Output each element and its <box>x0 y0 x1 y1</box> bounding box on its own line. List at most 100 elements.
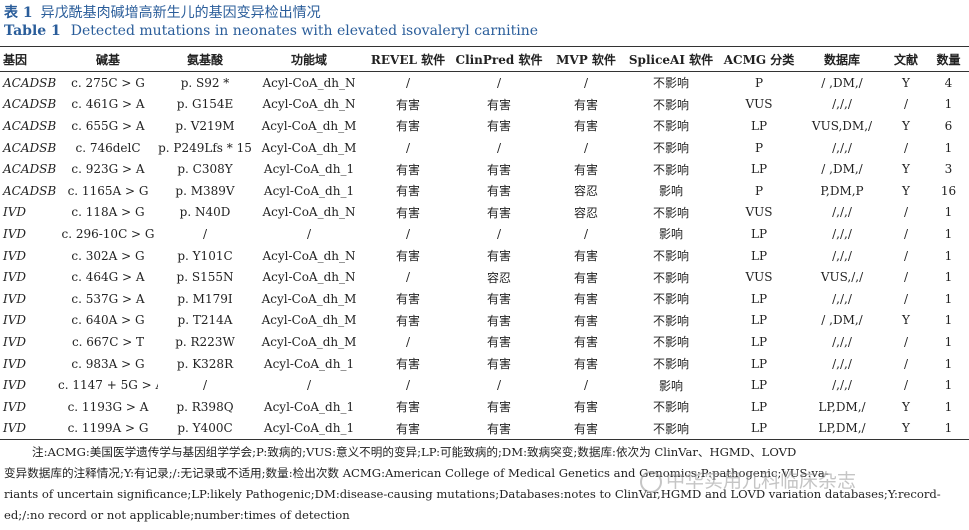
cell-domain: Acyl-CoA_dh_N <box>262 270 356 285</box>
cell-database: /,/,/ <box>832 97 852 112</box>
cell-count: 1 <box>944 334 953 349</box>
table-row: IVD c. 1147 + 5G > A / / / / / 影响 LP /,/,/ / 1 <box>0 374 969 396</box>
cell-gene: ACADSB <box>3 118 57 133</box>
cell-base: c. 464G > A <box>71 270 145 285</box>
cell-mvp: 容忍 <box>573 205 598 220</box>
table-caption-cn: 表 1 异戊酰基肉碱增高新生儿的基因变异检出情况 <box>4 2 321 22</box>
cell-count: 1 <box>944 399 953 414</box>
cell-gene: ACADSB <box>3 97 57 112</box>
table-row: IVD c. 464G > A p. S155N Acyl-CoA_dh_N / 容忍 有害… <box>0 266 969 288</box>
cell-spliceai: 不影响 <box>652 335 689 350</box>
table-row: ACADSB c. 1165A > G p. M389V Acyl-CoA_dh_1 有… <box>0 180 969 202</box>
wechat-icon <box>640 470 662 493</box>
cell-count: 1 <box>944 378 953 393</box>
cell-literature: / <box>903 334 909 349</box>
cell-acmg: VUS <box>745 97 773 112</box>
cell-count: 4 <box>944 75 953 90</box>
cell-amino-acid: / <box>202 378 208 393</box>
cell-acmg: LP <box>750 313 768 328</box>
cell-clinpred: 有害 <box>486 119 511 134</box>
cell-literature: / <box>903 97 909 112</box>
cell-revel: 有害 <box>395 249 420 264</box>
table-footnote: 注:ACMG:美国医学遗传学与基因组学学会;P:致病的;VUS:意义不明的变异;… <box>4 442 966 526</box>
cell-base: c. 275C > G <box>71 75 145 90</box>
cell-literature: Y <box>902 118 910 133</box>
cell-revel: 有害 <box>395 184 420 199</box>
cell-gene: IVD <box>3 334 27 349</box>
header-amino-acid: 氨基酸 <box>158 46 252 72</box>
cell-spliceai: 不影响 <box>652 97 689 112</box>
cell-mvp: / <box>583 75 589 90</box>
mutations-table: 基因 碱基 氨基酸 功能域 REVEL 软件 ClinPred 软件 MVP 软… <box>0 46 969 441</box>
cell-amino-acid: p. G154E <box>176 97 234 112</box>
cell-base: c. 1199A > G <box>58 417 158 441</box>
cell-gene: IVD <box>3 313 27 328</box>
cell-base: c. 983A > G <box>71 356 145 371</box>
cell-database: /,/,/ <box>832 140 852 155</box>
cell-revel: / <box>405 270 411 285</box>
table-caption-en: Table 1 Detected mutations in neonates wi… <box>4 23 538 39</box>
table-row: IVD c. 296-10C > G / / / / / 影响 LP /,/,/ / 1 <box>0 223 969 245</box>
cell-gene: IVD <box>3 226 27 241</box>
cell-acmg: P <box>754 183 764 198</box>
header-domain: 功能域 <box>252 46 366 72</box>
cell-spliceai: 不影响 <box>652 205 689 220</box>
cell-spliceai: 不影响 <box>652 76 689 91</box>
cell-gene: IVD <box>3 270 27 285</box>
cell-clinpred: 有害 <box>486 184 511 199</box>
header-gene: 基因 <box>0 46 58 72</box>
cell-gene: IVD <box>3 291 27 306</box>
cell-revel: / <box>405 334 411 349</box>
cell-mvp: 有害 <box>573 97 598 112</box>
cell-literature: / <box>903 140 909 155</box>
cell-amino-acid: p. Y400C <box>158 417 252 441</box>
cell-clinpred: 有害 <box>486 292 511 307</box>
cell-revel: / <box>405 226 411 241</box>
cell-acmg: VUS <box>745 205 773 220</box>
table-row: ACADSB c. 275C > G p. S92 * Acyl-CoA_dh_N / /… <box>0 72 969 94</box>
cell-spliceai: 不影响 <box>652 313 689 328</box>
cell-gene: IVD <box>3 248 27 263</box>
cell-acmg: P <box>754 140 764 155</box>
cell-domain: Acyl-CoA_dh_N <box>262 75 356 90</box>
cell-database: VUS,DM,/ <box>811 118 873 133</box>
cell-gene: ACADSB <box>3 183 57 198</box>
table-title-cn: 异戊酰基肉碱增高新生儿的基因变异检出情况 <box>40 5 321 21</box>
cell-spliceai: 影响 <box>658 184 683 199</box>
table-row: ACADSB c. 923G > A p. C308Y Acyl-CoA_dh_1 有害… <box>0 158 969 180</box>
cell-count: 1 <box>944 205 953 220</box>
table-row: IVD c. 667C > T p. R223W Acyl-CoA_dh_M / 有害 有害… <box>0 331 969 353</box>
cell-spliceai: 不影响 <box>652 162 689 177</box>
cell-literature: Y <box>902 183 910 198</box>
cell-clinpred: 有害 <box>450 417 548 441</box>
cell-domain: Acyl-CoA_dh_1 <box>252 417 366 441</box>
header-revel: REVEL 软件 <box>366 46 450 72</box>
cell-base: c. 1147 + 5G > A <box>58 378 158 393</box>
cell-revel: 有害 <box>395 97 420 112</box>
cell-acmg: LP <box>750 226 768 241</box>
cell-count: 1 <box>944 291 953 306</box>
cell-spliceai: 不影响 <box>652 119 689 134</box>
cell-mvp: 有害 <box>573 335 598 350</box>
cell-domain: Acyl-CoA_dh_N <box>262 248 356 263</box>
cell-acmg: VUS <box>745 270 773 285</box>
cell-literature: Y <box>902 313 910 328</box>
cell-spliceai: 不影响 <box>652 141 689 156</box>
cell-database: /,/,/ <box>832 205 852 220</box>
cell-database: VUS,/,/ <box>820 270 864 285</box>
cell-count: 1 <box>944 226 953 241</box>
cell-spliceai: 影响 <box>658 227 683 242</box>
cell-acmg: LP <box>750 399 768 414</box>
cell-mvp: 有害 <box>573 162 598 177</box>
table-row: ACADSB c. 655G > A p. V219M Acyl-CoA_dh_M 有害… <box>0 115 969 137</box>
cell-count: 1 <box>944 313 953 328</box>
header-acmg: ACMG 分类 <box>718 46 800 72</box>
cell-spliceai: 不影响 <box>652 249 689 264</box>
cell-database: /,/,/ <box>832 356 852 371</box>
cell-literature: / <box>903 291 909 306</box>
cell-domain: Acyl-CoA_dh_M <box>261 118 357 133</box>
cell-domain: Acyl-CoA_dh_N <box>262 97 356 112</box>
cell-literature: Y <box>902 75 910 90</box>
footnote-line: ed;/:no record or not applicable;number:… <box>4 508 350 522</box>
